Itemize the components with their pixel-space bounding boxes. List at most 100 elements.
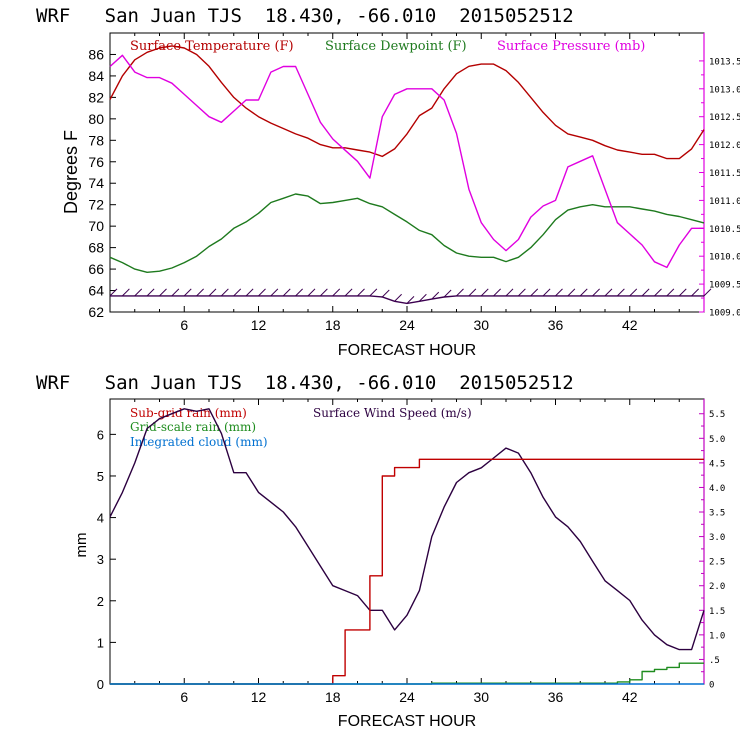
- y2-tick-label: 1.0: [709, 631, 725, 641]
- temperature-dewpoint-pressure-panel: WRF San Juan TJS 18.430, -66.010 2015052…: [36, 5, 740, 359]
- wind-barb: [468, 288, 477, 297]
- wind-barb: [258, 288, 266, 297]
- panel2-x-axis-label: FORECAST HOUR: [338, 713, 476, 730]
- y2-tick-label: 1012.0: [709, 141, 740, 151]
- surface-pressure-mb-line: [109, 54, 704, 269]
- panel1-y-axis-label: Degrees F: [61, 130, 81, 214]
- x-tick-label: 12: [251, 689, 267, 705]
- y-tick-label: 76: [88, 154, 104, 170]
- wind-barb: [567, 288, 576, 297]
- y2-tick-label: 2.5: [709, 558, 725, 568]
- surface-dewpoint-f-line: [109, 193, 705, 273]
- wind-barb: [344, 288, 353, 297]
- y-tick-label: 84: [88, 68, 104, 84]
- legend-integrated-cloud: Integrated cloud (mm): [130, 435, 268, 449]
- x-tick-label: 42: [622, 689, 638, 705]
- wind-barb: [406, 296, 415, 304]
- wind-barb: [208, 288, 217, 297]
- legend-wind-speed: Surface Wind Speed (m/s): [313, 406, 472, 420]
- wind-barb: [233, 288, 242, 297]
- x-tick-label: 6: [180, 689, 188, 705]
- y-tick-label: 62: [88, 304, 104, 320]
- wind-barb: [703, 288, 712, 297]
- wind-barb: [518, 288, 526, 297]
- x-tick-label: 24: [399, 317, 415, 333]
- x-tick-label: 36: [548, 689, 564, 705]
- x-tick-label: 24: [399, 689, 415, 705]
- legend-gridscale-rain: Grid-scale rain (mm): [130, 420, 256, 434]
- wind-barb: [493, 288, 501, 297]
- y2-tick-label: 1012.5: [709, 113, 740, 123]
- y2-tick-label: 1013.0: [709, 85, 740, 95]
- wind-barb: [629, 288, 638, 297]
- wind-barb: [617, 288, 625, 297]
- wind-barb: [456, 288, 464, 297]
- y2-tick-label: 1011.0: [709, 197, 740, 207]
- y-tick-label: 72: [88, 197, 104, 213]
- wind-barb: [641, 288, 650, 297]
- y2-tick-label: 1009.0: [709, 309, 740, 319]
- panel2-series: [109, 408, 705, 685]
- wind-barb: [419, 293, 427, 302]
- legend-temperature: Surface Temperature (F): [130, 39, 294, 54]
- wind-barb: [369, 288, 378, 297]
- panel2-title: WRF San Juan TJS 18.430, -66.010 2015052…: [36, 372, 574, 394]
- wind-barb: [221, 288, 229, 297]
- y-tick-label: 66: [88, 261, 104, 277]
- wind-barb: [592, 288, 600, 297]
- y2-tick-label: 1010.5: [709, 225, 740, 235]
- wind-barb: [505, 288, 514, 297]
- y2-tick-label: 1.5: [709, 607, 725, 617]
- wind-barb: [109, 288, 118, 297]
- wind-barb: [555, 288, 563, 297]
- wind-barb: [666, 288, 675, 297]
- wind-barb: [122, 288, 130, 297]
- wind-barb: [332, 288, 341, 297]
- wind-barb: [196, 288, 204, 297]
- wind-barb: [307, 288, 316, 297]
- x-tick-label: 36: [548, 317, 564, 333]
- panel1-x-axis-label: FORECAST HOUR: [338, 342, 476, 359]
- x-tick-label: 18: [325, 317, 341, 333]
- x-tick-label: 6: [180, 317, 188, 333]
- rain-cloud-wind-panel: WRF San Juan TJS 18.430, -66.010 2015052…: [36, 372, 725, 730]
- x-tick-label: 42: [622, 317, 638, 333]
- wind-barb: [530, 288, 539, 297]
- wind-barb: [579, 288, 588, 297]
- y-tick-label: 80: [88, 111, 104, 127]
- y-tick-label: 4: [97, 511, 104, 526]
- y2-tick-label: 4.5: [709, 459, 725, 469]
- wind-barb: [654, 288, 662, 297]
- y-tick-label: 74: [88, 175, 104, 191]
- wind-barb: [159, 288, 167, 297]
- y2-tick-label: 1009.5: [709, 281, 740, 291]
- x-tick-label: 30: [473, 317, 489, 333]
- panel1-title: WRF San Juan TJS 18.430, -66.010 2015052…: [36, 5, 574, 27]
- y2-tick-label: 1011.5: [709, 169, 740, 179]
- wind-barb: [320, 288, 328, 297]
- legend-pressure: Surface Pressure (mb): [497, 39, 645, 54]
- y2-tick-label: 3.5: [709, 509, 725, 519]
- y-tick-label: 6: [97, 427, 104, 442]
- y2-tick-label: 4.0: [709, 484, 725, 494]
- y-tick-label: 64: [88, 283, 104, 299]
- surface-wind-speed-m-s-line: [109, 408, 705, 651]
- x-tick-label: 30: [473, 689, 489, 705]
- wind-barb: [691, 288, 699, 297]
- y2-tick-label: 0: [709, 681, 714, 691]
- wind-barb: [270, 288, 279, 297]
- wind-barb: [357, 288, 365, 297]
- y2-tick-label: 3.0: [709, 533, 725, 543]
- y-tick-label: 68: [88, 240, 104, 256]
- wind-barb-baseline: [110, 295, 704, 305]
- y-tick-label: 86: [88, 46, 104, 62]
- sub-grid-rain-mm-line: [110, 458, 704, 685]
- wind-barb: [146, 288, 155, 297]
- y2-tick-label: 2.0: [709, 582, 725, 592]
- wind-barb: [282, 288, 291, 297]
- wind-barb: [394, 293, 402, 302]
- wind-barb: [542, 288, 551, 297]
- y2-tick-label: 5.5: [709, 410, 725, 420]
- y-tick-label: 78: [88, 132, 104, 148]
